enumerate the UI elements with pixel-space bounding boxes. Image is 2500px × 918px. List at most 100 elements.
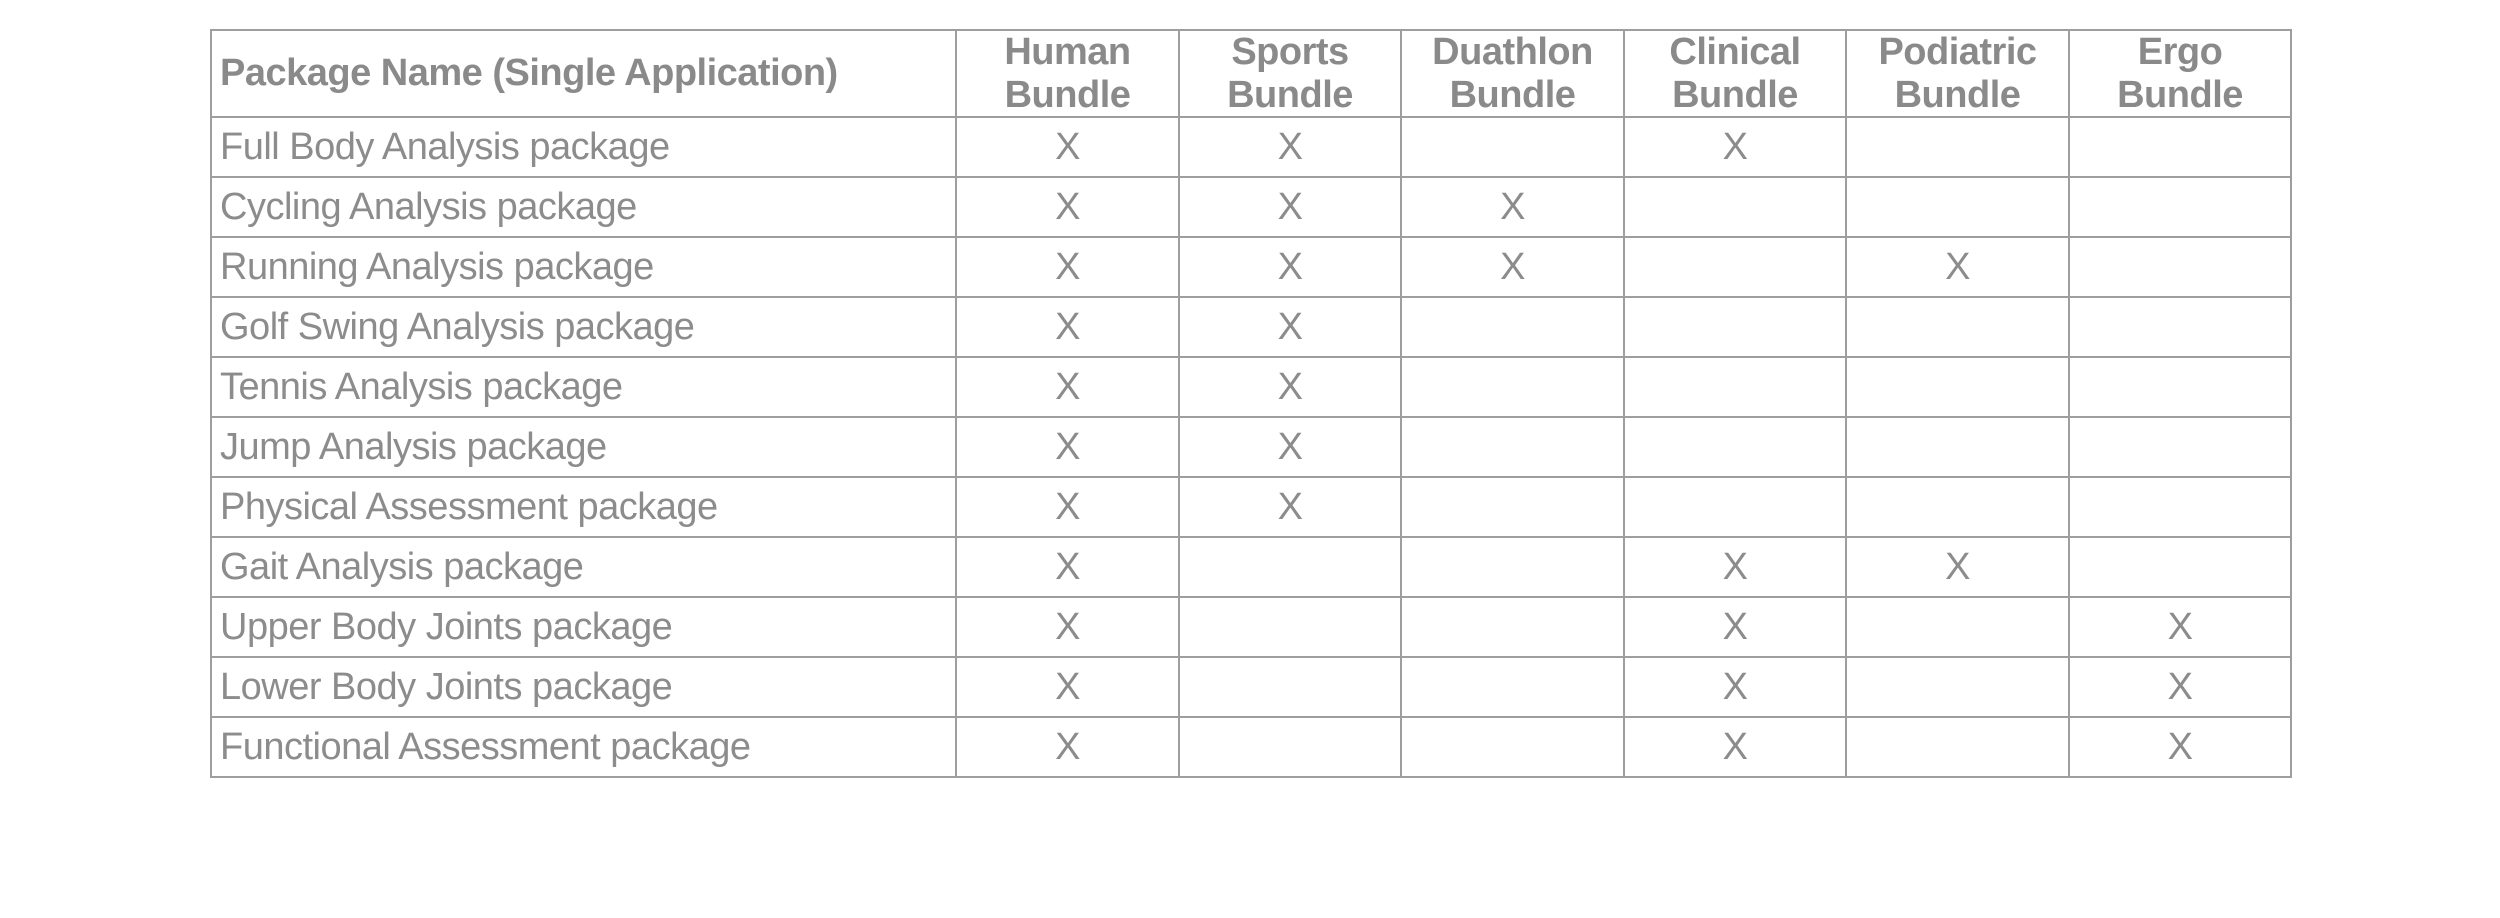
mark-cell — [1623, 356, 1847, 419]
mark-cell: X — [1623, 596, 1847, 659]
package-name-cell: Lower Body Joints package — [210, 656, 957, 719]
table-row: Lower Body Joints package X X X — [210, 656, 2292, 719]
mark-cell — [1400, 356, 1625, 419]
mark-cell — [1178, 716, 1402, 779]
mark-cell: X — [1623, 536, 1847, 599]
table-row: Jump Analysis package X X — [210, 416, 2292, 479]
mark-cell — [1845, 116, 2070, 179]
package-name-cell: Running Analysis package — [210, 236, 957, 299]
mark-cell: X — [1845, 236, 2070, 299]
mark-cell — [2068, 476, 2292, 539]
mark-cell: X — [1623, 716, 1847, 779]
mark-cell — [1623, 416, 1847, 479]
table-row: Upper Body Joints package X X X — [210, 596, 2292, 659]
table-row: Gait Analysis package X X X — [210, 536, 2292, 599]
mark-cell — [1400, 476, 1625, 539]
mark-cell — [1845, 356, 2070, 419]
mark-cell: X — [1400, 236, 1625, 299]
mark-cell: X — [2068, 716, 2292, 779]
column-header-line: Ergo — [2137, 31, 2223, 73]
column-header-line: Sports — [1231, 31, 1349, 73]
mark-cell: X — [1400, 176, 1625, 239]
mark-cell: X — [1623, 656, 1847, 719]
mark-cell — [1178, 596, 1402, 659]
table-row: Cycling Analysis package X X X — [210, 176, 2292, 239]
mark-cell: X — [1178, 296, 1402, 359]
mark-cell: X — [2068, 656, 2292, 719]
package-name-cell: Physical Assessment package — [210, 476, 957, 539]
package-name-cell: Cycling Analysis package — [210, 176, 957, 239]
mark-cell — [2068, 536, 2292, 599]
mark-cell: X — [1178, 416, 1402, 479]
table-row: Physical Assessment package X X — [210, 476, 2292, 539]
mark-cell — [1400, 296, 1625, 359]
column-header-human-bundle: Human Bundle — [955, 28, 1180, 119]
mark-cell: X — [955, 116, 1180, 179]
column-header-line: Duathlon — [1432, 31, 1593, 73]
mark-cell — [1400, 536, 1625, 599]
column-header-clinical-bundle: Clinical Bundle — [1623, 28, 1847, 119]
column-header-line: Human — [1004, 31, 1131, 73]
mark-cell: X — [955, 176, 1180, 239]
mark-cell: X — [955, 476, 1180, 539]
mark-cell — [2068, 176, 2292, 239]
mark-cell — [1845, 176, 2070, 239]
mark-cell — [1400, 596, 1625, 659]
mark-cell — [1845, 596, 2070, 659]
mark-cell: X — [955, 656, 1180, 719]
mark-cell — [1178, 656, 1402, 719]
column-header-line: Bundle — [1227, 73, 1353, 116]
mark-cell — [1845, 416, 2070, 479]
mark-cell — [1845, 296, 2070, 359]
mark-cell — [1623, 176, 1847, 239]
column-header-line: Bundle — [1894, 73, 2021, 116]
column-header-line: Podiatric — [1878, 31, 2037, 73]
mark-cell: X — [955, 536, 1180, 599]
mark-cell — [1178, 536, 1402, 599]
column-header-sports-bundle: Sports Bundle — [1178, 28, 1402, 119]
table-row: Running Analysis package X X X X — [210, 236, 2292, 299]
mark-cell — [2068, 236, 2292, 299]
table-row: Golf Swing Analysis package X X — [210, 296, 2292, 359]
mark-cell — [2068, 296, 2292, 359]
table-row: Functional Assessment package X X X — [210, 716, 2292, 779]
column-header-ergo-bundle: Ergo Bundle — [2068, 28, 2292, 119]
mark-cell — [1623, 296, 1847, 359]
package-name-cell: Full Body Analysis package — [210, 116, 957, 179]
column-header-line: Bundle — [2117, 73, 2243, 116]
mark-cell: X — [1845, 536, 2070, 599]
mark-cell — [2068, 116, 2292, 179]
table-header-row: Package Name (Single Application) Human … — [210, 28, 2292, 119]
mark-cell — [1400, 116, 1625, 179]
mark-cell — [1845, 476, 2070, 539]
column-header-duathlon-bundle: Duathlon Bundle — [1400, 28, 1625, 119]
mark-cell: X — [955, 596, 1180, 659]
package-name-cell: Functional Assessment package — [210, 716, 957, 779]
mark-cell — [1400, 716, 1625, 779]
package-name-cell: Upper Body Joints package — [210, 596, 957, 659]
mark-cell: X — [1178, 116, 1402, 179]
mark-cell: X — [955, 356, 1180, 419]
package-name-cell: Tennis Analysis package — [210, 356, 957, 419]
package-bundle-matrix-table: Package Name (Single Application) Human … — [210, 28, 2292, 779]
table-row: Full Body Analysis package X X X — [210, 116, 2292, 179]
mark-cell — [1845, 716, 2070, 779]
column-header-podiatric-bundle: Podiatric Bundle — [1845, 28, 2070, 119]
column-header-package-name: Package Name (Single Application) — [210, 28, 957, 119]
mark-cell: X — [1178, 476, 1402, 539]
table-row: Tennis Analysis package X X — [210, 356, 2292, 419]
mark-cell — [1400, 416, 1625, 479]
mark-cell: X — [955, 236, 1180, 299]
mark-cell: X — [955, 296, 1180, 359]
column-header-line: Bundle — [1672, 73, 1798, 116]
mark-cell: X — [2068, 596, 2292, 659]
mark-cell — [1845, 656, 2070, 719]
mark-cell — [1623, 236, 1847, 299]
column-header-line: Bundle — [1004, 73, 1131, 116]
mark-cell: X — [1178, 176, 1402, 239]
mark-cell: X — [1178, 236, 1402, 299]
mark-cell — [2068, 416, 2292, 479]
package-name-cell: Gait Analysis package — [210, 536, 957, 599]
mark-cell — [2068, 356, 2292, 419]
